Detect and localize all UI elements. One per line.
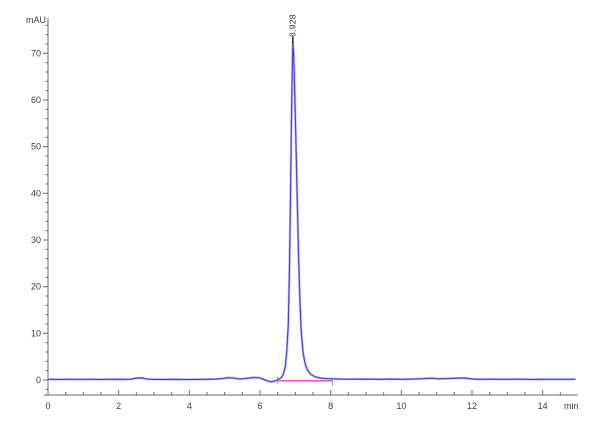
- x-tick-label: 12: [467, 401, 477, 411]
- y-tick-label: 60: [31, 95, 41, 105]
- y-tick-label: 50: [31, 142, 41, 152]
- y-axis-unit-label: mAU: [26, 15, 46, 25]
- x-tick-label: 8: [328, 401, 333, 411]
- peak-retention-time-label: 6.928: [288, 14, 298, 37]
- axes-layer: 0 10 20 30 40 50 60 70 0 2 4 6 8 10 12 14: [31, 18, 578, 411]
- x-tick-label: 4: [187, 401, 192, 411]
- x-tick-label: 6: [257, 401, 262, 411]
- y-tick-label: 0: [36, 375, 41, 385]
- x-axis-unit-label: min: [564, 401, 579, 411]
- x-tick-label: 10: [396, 401, 406, 411]
- y-tick-label: 10: [31, 328, 41, 338]
- x-tick-label: 0: [45, 401, 50, 411]
- y-tick-label: 30: [31, 235, 41, 245]
- trace-halo: [47, 40, 576, 383]
- y-tick-label: 70: [31, 48, 41, 58]
- uv-trace: [47, 41, 576, 383]
- y-tick-label: 20: [31, 282, 41, 292]
- trace-layer: [47, 37, 576, 383]
- x-tick-label: 14: [538, 401, 548, 411]
- x-tick-label: 2: [116, 401, 121, 411]
- y-tick-label: 40: [31, 188, 41, 198]
